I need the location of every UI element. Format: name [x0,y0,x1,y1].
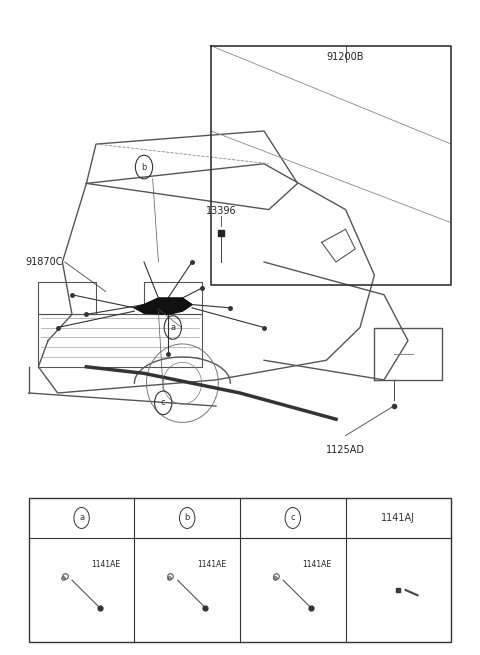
Text: 1141AE: 1141AE [197,560,226,569]
Text: 1141AJ: 1141AJ [382,513,415,523]
Text: b: b [184,514,190,523]
Text: 1125AD: 1125AD [326,445,365,455]
Text: 13396: 13396 [205,206,236,216]
Text: c: c [290,514,295,523]
Polygon shape [134,298,192,314]
Text: 1141AE: 1141AE [302,560,332,569]
Text: a: a [79,514,84,523]
Text: c: c [161,398,166,407]
Text: b: b [141,162,147,172]
Text: 91870C: 91870C [25,257,62,267]
Text: 91200B: 91200B [327,52,364,62]
Text: a: a [170,323,175,332]
Text: 1141AE: 1141AE [91,560,120,569]
Bar [29,498,451,642]
